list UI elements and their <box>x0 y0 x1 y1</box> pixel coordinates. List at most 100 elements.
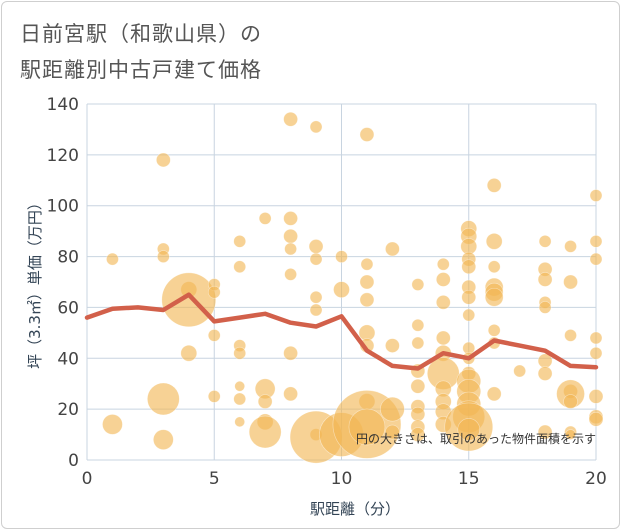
data-bubble <box>161 272 217 328</box>
data-bubble <box>589 252 603 266</box>
data-bubble <box>435 330 451 346</box>
data-bubble <box>588 389 604 404</box>
data-bubble <box>333 281 350 298</box>
data-bubble <box>589 346 603 360</box>
data-bubble <box>486 386 502 402</box>
data-bubble <box>410 427 426 442</box>
data-bubble <box>348 408 386 446</box>
data-bubble <box>180 344 198 362</box>
y-tick-label: 100 <box>47 197 79 217</box>
data-bubble <box>411 336 425 350</box>
data-bubble <box>380 396 405 422</box>
data-bubble <box>147 382 180 416</box>
data-bubble <box>233 260 246 274</box>
data-bubble <box>435 272 451 287</box>
y-tick-label: 140 <box>47 95 79 115</box>
data-bubble <box>462 308 476 322</box>
tick-labels: 0 20 40 60 80 100 120 140 0 5 10 15 20 <box>47 95 607 489</box>
data-bubble <box>435 295 451 310</box>
y-tick-label: 0 <box>68 451 79 471</box>
data-bubble <box>411 318 425 332</box>
average-line-layer <box>84 292 599 371</box>
data-bubble <box>410 378 426 394</box>
data-bubble <box>589 189 603 202</box>
data-bubble <box>359 127 375 142</box>
data-bubble <box>335 250 348 263</box>
data-bubble <box>485 233 503 250</box>
data-bubble <box>233 235 246 248</box>
data-bubble <box>538 301 552 314</box>
data-bubble <box>359 274 375 290</box>
data-bubble <box>257 394 273 409</box>
data-bubble <box>248 415 282 449</box>
chart-title-line-2: 駅距離別中古戸建て価格 <box>20 58 262 82</box>
data-bubble <box>308 239 324 254</box>
data-bubble <box>309 252 323 266</box>
y-tick-label: 120 <box>47 146 79 166</box>
data-bubble <box>233 346 246 360</box>
data-bubble <box>234 416 245 428</box>
data-bubble <box>207 285 221 299</box>
x-tick-label: 15 <box>458 469 480 489</box>
data-bubble <box>283 211 298 226</box>
data-bubble <box>457 418 481 441</box>
x-tick-label: 5 <box>209 469 220 489</box>
data-bubble <box>588 412 604 427</box>
data-bubble <box>410 406 426 422</box>
data-bubble <box>234 380 245 392</box>
data-bubble <box>436 257 450 271</box>
data-bubble <box>385 424 400 440</box>
data-bubble <box>565 429 576 440</box>
x-tick-label: 10 <box>331 469 353 489</box>
y-tick-label: 60 <box>57 298 79 318</box>
chart-title: 日前宮駅（和歌山県）の 駅距離別中古戸建て価格 <box>20 16 262 88</box>
data-bubble <box>537 424 553 440</box>
data-bubble <box>589 331 603 345</box>
data-bubble <box>563 274 578 290</box>
data-bubble <box>411 278 425 291</box>
data-bubble <box>309 290 323 304</box>
data-bubble <box>360 257 374 271</box>
data-bubble <box>537 366 553 381</box>
data-bubble <box>385 338 400 353</box>
x-tick-label: 20 <box>585 469 607 489</box>
x-axis-label: 駅距離（分） <box>310 500 400 518</box>
data-bubble <box>359 292 375 308</box>
x-tick-label: 0 <box>82 469 93 489</box>
data-bubble <box>564 240 577 253</box>
y-tick-label: 80 <box>57 248 79 268</box>
data-bubble <box>309 120 323 134</box>
y-axis-label: 坪（3.3㎡）単価（万円） <box>26 195 44 369</box>
data-bubble <box>283 228 298 244</box>
data-bubble <box>484 287 504 307</box>
data-bubble <box>537 272 553 287</box>
data-bubble <box>106 252 119 266</box>
data-bubble <box>233 392 246 406</box>
data-bubble <box>538 235 552 248</box>
data-bubble <box>461 259 477 275</box>
data-bubble <box>283 386 298 402</box>
average-price-line <box>84 292 599 371</box>
data-bubble <box>207 329 221 342</box>
data-bubble <box>487 260 501 274</box>
data-bubble <box>486 178 502 193</box>
data-bubble <box>461 289 477 305</box>
data-bubble <box>284 268 297 281</box>
data-bubble <box>284 242 297 256</box>
data-bubble <box>589 235 603 248</box>
bubble-layer <box>102 111 604 464</box>
data-bubble <box>309 303 323 317</box>
data-bubble <box>283 345 298 361</box>
data-bubble <box>157 250 170 263</box>
data-bubble <box>564 329 577 342</box>
data-bubble <box>207 390 221 403</box>
data-bubble <box>563 394 578 409</box>
data-bubble <box>102 414 123 435</box>
data-bubble <box>283 111 298 127</box>
data-bubble <box>258 212 272 225</box>
data-bubble <box>513 364 526 378</box>
y-tick-label: 20 <box>57 400 79 420</box>
bubble-size-note: 円の大きさは、取引のあった物件面積を示す <box>356 431 596 446</box>
data-bubble <box>385 241 400 257</box>
